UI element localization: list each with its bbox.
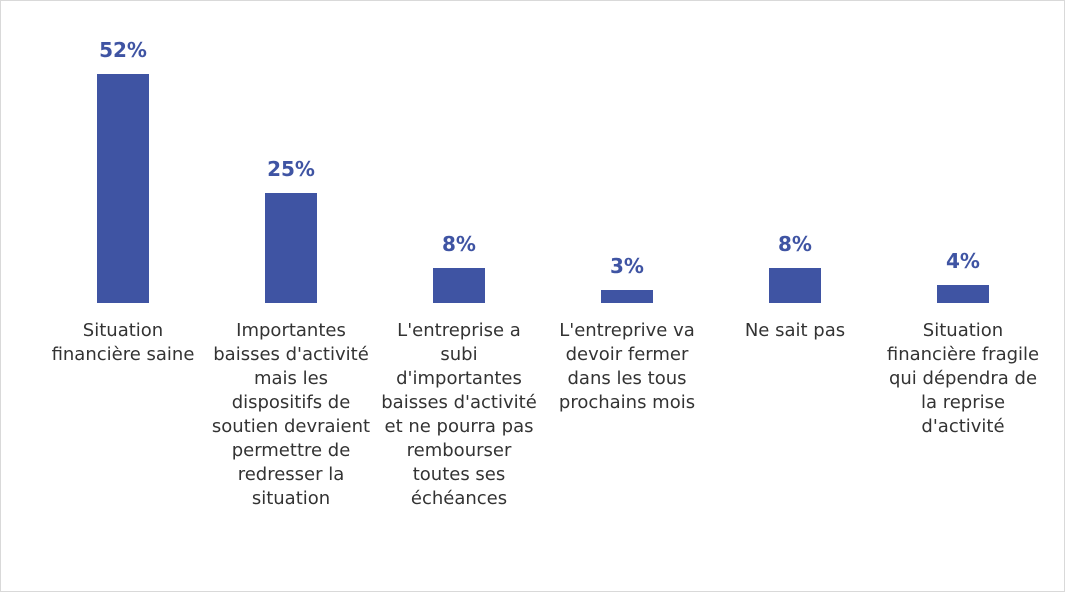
x-tick-label: Situation financière fragile qui dépendr…: [886, 320, 1040, 437]
bar: [769, 267, 821, 303]
value-label: 52%: [99, 38, 147, 62]
value-label: 8%: [442, 231, 476, 256]
bar: [265, 192, 317, 303]
bar: [97, 74, 149, 303]
bar: [937, 285, 989, 303]
bar: [433, 267, 485, 303]
value-label: 8%: [778, 231, 812, 256]
value-label: 25%: [267, 156, 315, 181]
x-tick-label: L'entreprise a subi d'importantes baisse…: [381, 320, 537, 509]
value-label: 4%: [946, 249, 980, 274]
x-tick-label: Importantes baisses d'activité mais les …: [211, 320, 371, 509]
bar: [601, 289, 653, 303]
x-tick-label: Ne sait pas: [744, 320, 846, 341]
x-tick-label: Situation financière saine: [51, 320, 195, 365]
x-tick-label: L'entreprive va devoir fermer dans les t…: [558, 320, 696, 413]
value-label: 3%: [610, 253, 644, 278]
